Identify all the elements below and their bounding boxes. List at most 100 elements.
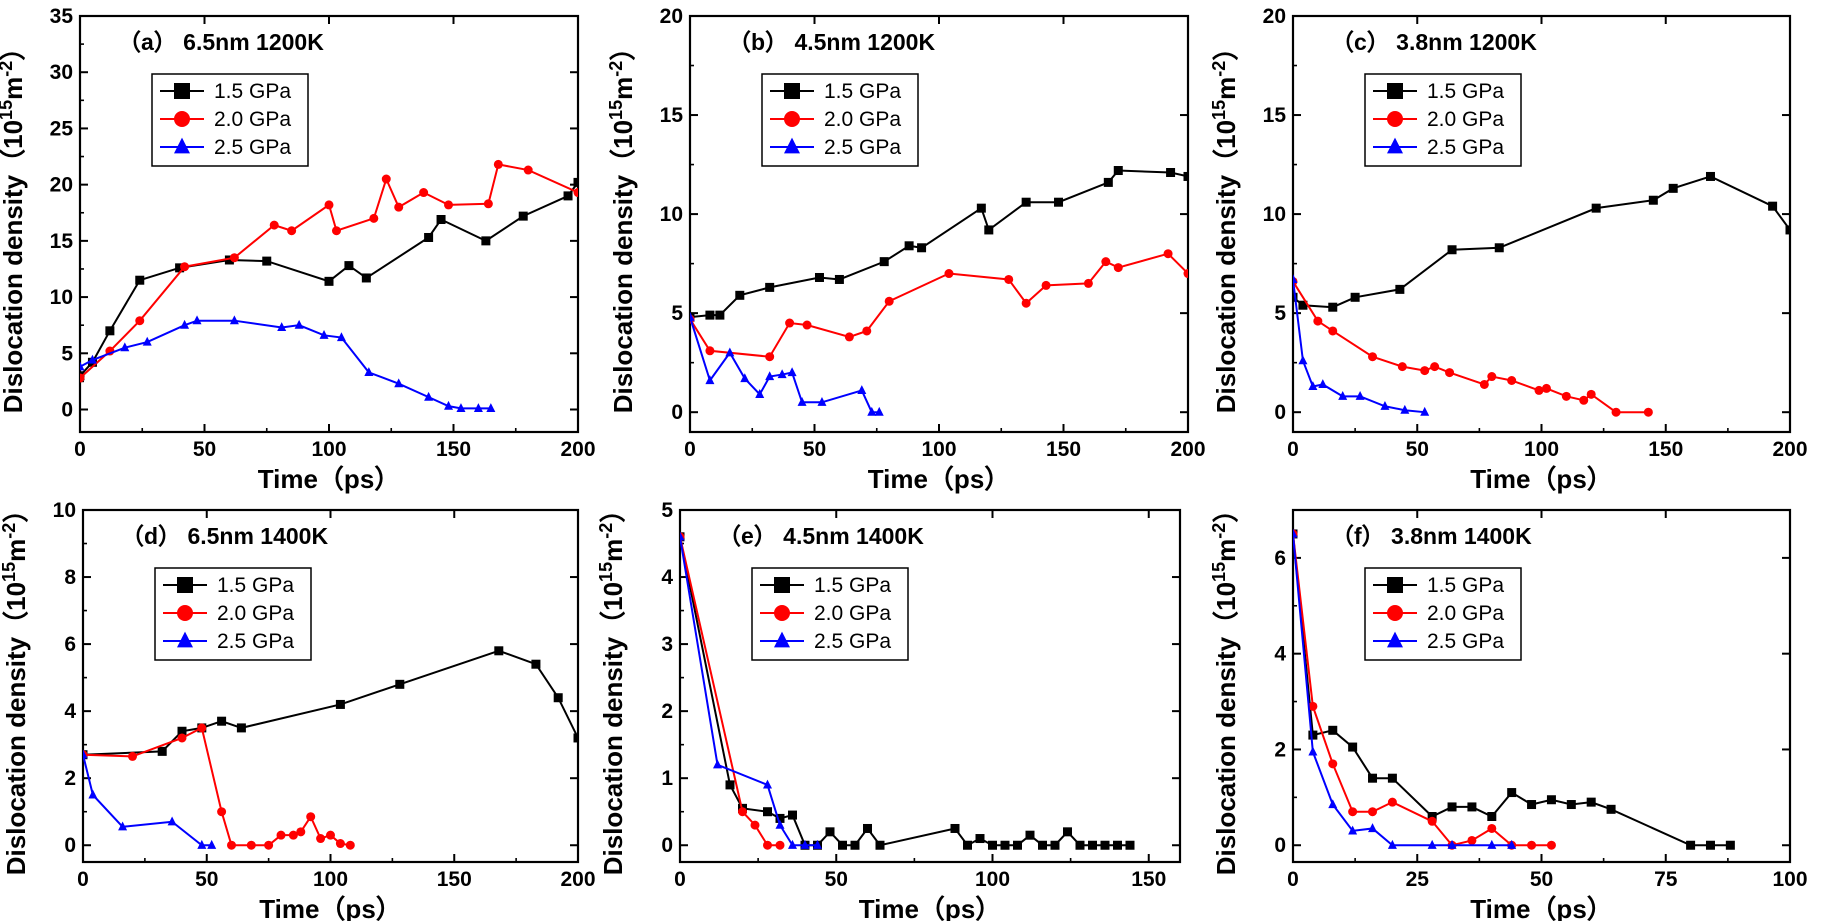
- data-point: [177, 733, 187, 743]
- data-point: [1103, 177, 1113, 187]
- data-point: [335, 839, 345, 849]
- data-point: [306, 812, 316, 822]
- x-tick-label: 150: [1131, 868, 1166, 891]
- legend-label: 1.5 GPa: [1427, 80, 1504, 103]
- series-group: [680, 531, 1135, 850]
- plot-frame: [678, 508, 1182, 864]
- data-point: [276, 830, 286, 840]
- data-point: [1088, 840, 1097, 850]
- data-point: [1447, 839, 1457, 849]
- data-point: [1113, 166, 1123, 176]
- data-point: [963, 840, 972, 850]
- data-point: [319, 330, 329, 339]
- data-point: [1546, 795, 1556, 805]
- data-point: [1648, 195, 1658, 205]
- data-point: [180, 319, 190, 329]
- series-group: [690, 166, 1188, 416]
- data-point: [1387, 773, 1397, 783]
- data-point: [875, 840, 885, 850]
- data-point: [135, 316, 145, 326]
- data-point: [1591, 203, 1601, 213]
- data-point: [394, 202, 404, 212]
- legend-marker: [1387, 137, 1403, 154]
- y-tick-label: 0: [1274, 834, 1286, 857]
- data-point: [1308, 701, 1318, 711]
- data-point: [1479, 379, 1489, 389]
- data-point: [1427, 816, 1437, 826]
- data-point: [740, 373, 750, 383]
- y-tick-label: 6: [64, 633, 76, 656]
- y-tick-label: 3: [661, 633, 673, 656]
- y-tick-label: 10: [50, 286, 73, 309]
- y-axis-title: Dislocation density（1015m-2）: [596, 497, 628, 876]
- data-point: [335, 699, 345, 709]
- data-point: [1541, 383, 1551, 393]
- data-point: [1183, 171, 1188, 181]
- y-tick-label: 35: [50, 5, 74, 28]
- data-point: [690, 311, 695, 321]
- data-point: [1705, 840, 1715, 850]
- x-tick-label: 75: [1654, 868, 1678, 891]
- x-tick-label: 150: [437, 868, 472, 891]
- legend-label: 2.0 GPa: [217, 602, 294, 625]
- data-point: [177, 726, 187, 736]
- data-point: [1113, 840, 1122, 850]
- data-point: [844, 332, 854, 342]
- data-point: [1400, 404, 1410, 414]
- data-point: [775, 840, 785, 850]
- data-point: [1113, 263, 1123, 273]
- y-tick-label: 10: [1263, 203, 1286, 226]
- data-point: [1041, 280, 1051, 290]
- data-point: [1021, 298, 1031, 308]
- data-point: [1050, 840, 1060, 850]
- data-point: [1447, 802, 1457, 812]
- chart-panel-2: 0 50 100 150 200 0 5 10 15 20 Time（ps） Dislocation …: [1209, 5, 1808, 494]
- x-tick-label: 0: [1287, 438, 1299, 461]
- data-point: [904, 241, 914, 251]
- x-tick-label: 200: [1170, 438, 1205, 461]
- data-point: [765, 352, 775, 362]
- data-point: [765, 371, 775, 381]
- data-point: [725, 780, 735, 790]
- x-axis-title: Time（ps）: [1470, 464, 1613, 494]
- data-point: [1586, 389, 1596, 399]
- legend-label: 2.5 GPa: [1427, 630, 1504, 653]
- data-point: [1025, 830, 1035, 840]
- data-point: [1395, 284, 1405, 294]
- series-line-0: [690, 169, 1188, 319]
- data-point: [975, 834, 985, 844]
- data-point: [344, 261, 354, 271]
- data-point: [834, 274, 844, 284]
- data-point: [1350, 292, 1360, 302]
- data-point: [456, 403, 466, 412]
- data-point: [1579, 395, 1589, 405]
- data-point: [553, 693, 563, 703]
- chart-panel-3: 0 50 100 150 200 0 2 4 6 8 10 Time（ps） Dislocation d…: [0, 497, 596, 921]
- data-point: [1368, 773, 1378, 783]
- legend-marker: [177, 605, 193, 621]
- data-point: [715, 310, 725, 320]
- x-tick-label: 0: [674, 868, 686, 891]
- data-point: [1328, 326, 1338, 336]
- y-tick-label: 5: [671, 302, 683, 325]
- y-axis-title: Dislocation density（1015m-2）: [1209, 35, 1241, 414]
- data-point: [80, 373, 85, 383]
- data-point: [120, 342, 130, 352]
- y-tick-label: 0: [661, 834, 673, 857]
- y-tick-label: 5: [61, 342, 73, 365]
- data-point: [294, 319, 304, 329]
- data-point: [217, 716, 227, 726]
- data-point: [1368, 807, 1378, 817]
- data-point: [493, 159, 503, 169]
- data-point: [976, 203, 986, 213]
- data-point: [563, 191, 573, 201]
- data-point: [180, 262, 190, 272]
- data-point: [296, 827, 306, 837]
- data-point: [862, 326, 872, 336]
- x-tick-label: 100: [311, 438, 346, 461]
- data-point: [988, 840, 997, 850]
- data-point: [680, 531, 685, 541]
- data-point: [424, 232, 434, 242]
- data-point: [1004, 274, 1014, 284]
- data-point: [1705, 171, 1715, 181]
